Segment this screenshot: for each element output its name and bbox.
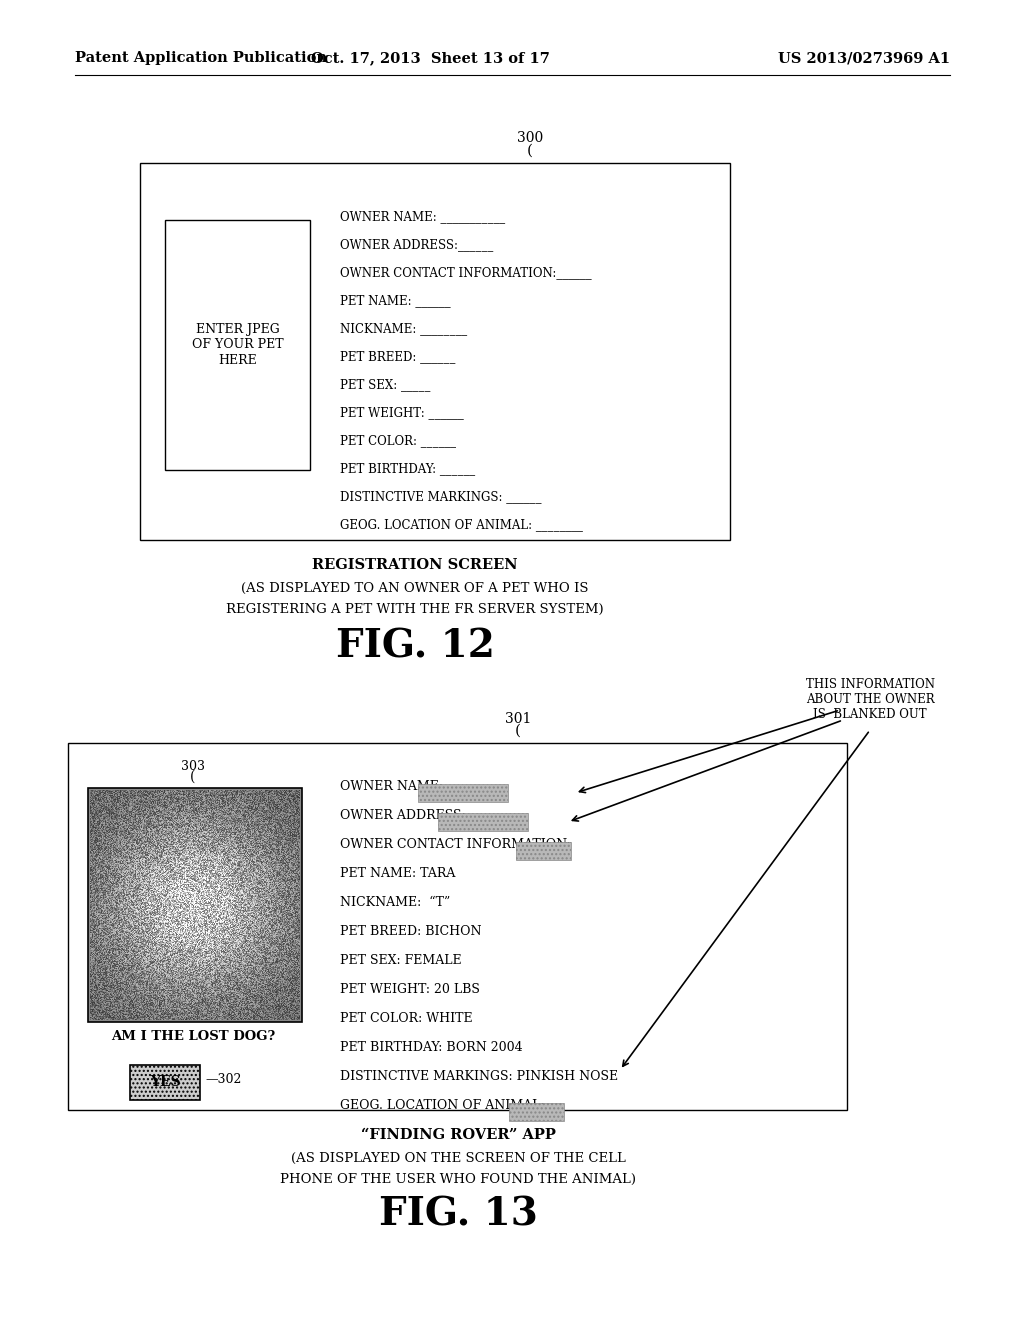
Bar — [515, 842, 570, 861]
Text: 303: 303 — [181, 760, 205, 774]
Text: —302: —302 — [205, 1073, 242, 1086]
Bar — [437, 813, 527, 832]
Text: GEOG. LOCATION OF ANIMAL:: GEOG. LOCATION OF ANIMAL: — [340, 1100, 549, 1111]
Text: REGISTRATION SCREEN: REGISTRATION SCREEN — [312, 558, 518, 572]
Text: AM I THE LOST DOG?: AM I THE LOST DOG? — [111, 1030, 275, 1043]
Text: 301: 301 — [505, 711, 531, 726]
Text: “FINDING ROVER” APP: “FINDING ROVER” APP — [360, 1129, 555, 1142]
Text: (: ( — [527, 144, 534, 158]
Bar — [130, 1065, 200, 1100]
Text: DISTINCTIVE MARKINGS: ______: DISTINCTIVE MARKINGS: ______ — [340, 490, 542, 503]
Text: PET BREED: BICHON: PET BREED: BICHON — [340, 925, 481, 939]
Text: NICKNAME:  “T”: NICKNAME: “T” — [340, 896, 451, 909]
Text: 300: 300 — [517, 131, 543, 145]
Text: OWNER ADDRESS:: OWNER ADDRESS: — [340, 809, 470, 822]
Text: OWNER CONTACT INFORMATION:: OWNER CONTACT INFORMATION: — [340, 838, 574, 851]
Text: FIG. 12: FIG. 12 — [336, 628, 495, 667]
Text: PET NAME: TARA: PET NAME: TARA — [340, 867, 456, 880]
Text: PET BREED: ______: PET BREED: ______ — [340, 350, 456, 363]
Bar — [88, 788, 302, 1022]
Text: PET WEIGHT: ______: PET WEIGHT: ______ — [340, 407, 464, 418]
Text: PET SEX: FEMALE: PET SEX: FEMALE — [340, 954, 462, 968]
Bar — [165, 220, 310, 470]
Text: GEOG. LOCATION OF ANIMAL: ________: GEOG. LOCATION OF ANIMAL: ________ — [340, 517, 583, 531]
Text: PET COLOR: ______: PET COLOR: ______ — [340, 434, 456, 447]
Bar — [418, 784, 508, 803]
Bar — [437, 813, 527, 832]
Text: PHONE OF THE USER WHO FOUND THE ANIMAL): PHONE OF THE USER WHO FOUND THE ANIMAL) — [280, 1173, 636, 1185]
Text: PET BIRTHDAY: BORN 2004: PET BIRTHDAY: BORN 2004 — [340, 1041, 522, 1053]
Bar — [68, 743, 847, 1110]
Text: THIS INFORMATION
ABOUT THE OWNER
IS  BLANKED OUT: THIS INFORMATION ABOUT THE OWNER IS BLAN… — [806, 678, 935, 721]
Bar — [418, 784, 508, 803]
Text: DISTINCTIVE MARKINGS: PINKISH NOSE: DISTINCTIVE MARKINGS: PINKISH NOSE — [340, 1071, 618, 1082]
Bar — [140, 162, 730, 540]
Bar — [130, 1065, 200, 1100]
Text: (AS DISPLAYED ON THE SCREEN OF THE CELL: (AS DISPLAYED ON THE SCREEN OF THE CELL — [291, 1152, 626, 1166]
Text: OWNER ADDRESS:______: OWNER ADDRESS:______ — [340, 238, 494, 251]
Bar — [515, 842, 570, 861]
Text: OWNER NAME: ___________: OWNER NAME: ___________ — [340, 210, 505, 223]
Text: OWNER CONTACT INFORMATION:______: OWNER CONTACT INFORMATION:______ — [340, 267, 592, 279]
Text: PET COLOR: WHITE: PET COLOR: WHITE — [340, 1012, 473, 1026]
Text: PET BIRTHDAY: ______: PET BIRTHDAY: ______ — [340, 462, 475, 475]
Text: PET NAME: ______: PET NAME: ______ — [340, 294, 451, 308]
Bar — [509, 1104, 564, 1121]
Text: US 2013/0273969 A1: US 2013/0273969 A1 — [778, 51, 950, 65]
Text: Patent Application Publication: Patent Application Publication — [75, 51, 327, 65]
Text: FIG. 13: FIG. 13 — [379, 1196, 538, 1234]
Text: (: ( — [190, 770, 196, 784]
Text: YES: YES — [150, 1076, 180, 1089]
Text: (: ( — [515, 723, 521, 738]
Text: (AS DISPLAYED TO AN OWNER OF A PET WHO IS: (AS DISPLAYED TO AN OWNER OF A PET WHO I… — [242, 582, 589, 595]
Text: Oct. 17, 2013  Sheet 13 of 17: Oct. 17, 2013 Sheet 13 of 17 — [310, 51, 550, 65]
Bar — [509, 1104, 564, 1121]
Text: OWNER NAME:: OWNER NAME: — [340, 780, 447, 793]
Text: PET WEIGHT: 20 LBS: PET WEIGHT: 20 LBS — [340, 983, 480, 997]
Text: NICKNAME: ________: NICKNAME: ________ — [340, 322, 467, 335]
Text: PET SEX: _____: PET SEX: _____ — [340, 378, 430, 391]
Text: REGISTERING A PET WITH THE FR SERVER SYSTEM): REGISTERING A PET WITH THE FR SERVER SYS… — [226, 603, 604, 616]
Text: ENTER JPEG
OF YOUR PET
HERE: ENTER JPEG OF YOUR PET HERE — [191, 323, 284, 367]
